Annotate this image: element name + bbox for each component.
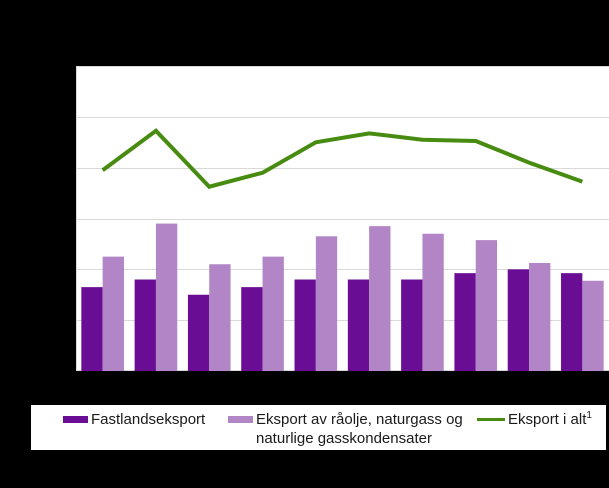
footnote-marker: 1: [586, 410, 592, 421]
plot-area: [76, 66, 609, 371]
legend-item-fastlandseksport: Fastlandseksport: [63, 410, 205, 429]
bar-series1-group3: [209, 264, 231, 371]
legend-label-fastlandseksport: Fastlandseksport: [91, 411, 206, 428]
bar-series0-group9: [507, 269, 530, 371]
bar-series1-group6: [369, 226, 391, 371]
total-line: [101, 128, 584, 189]
legend-label-eksport-i-alt: Eksport i alt1: [508, 410, 592, 429]
legend-swatch-eksport-i-alt-icon: [477, 418, 505, 421]
bar-series1-group7: [422, 233, 444, 371]
bar-series0-group1: [81, 287, 103, 371]
bar-series1-group4: [262, 256, 284, 371]
bar-series1-group1: [102, 256, 124, 371]
legend-swatch-fastlandseksport-icon: [63, 416, 88, 423]
bar-series1-group5: [315, 236, 338, 371]
bar-series0-group7: [401, 279, 423, 371]
bar-series1-group2: [155, 223, 178, 371]
bar-series0-group4: [241, 287, 263, 371]
bar-series0-group5: [294, 279, 316, 371]
bar-series0-group8: [454, 273, 476, 371]
bar-series1-group9: [529, 262, 551, 371]
bar-series1-group8: [475, 240, 498, 371]
bar-series0-group6: [347, 279, 370, 371]
legend-item-eksport-i-alt: Eksport i alt1: [477, 410, 592, 429]
bar-series1-group10: [582, 280, 604, 371]
legend: Fastlandseksport Eksport av råolje, natu…: [31, 405, 606, 450]
legend-item-olje-gass: Eksport av råolje, naturgass og naturlig…: [228, 410, 491, 448]
bar-series0-group10: [561, 273, 583, 371]
bar-series0-group3: [187, 294, 210, 371]
chart-svg: [76, 66, 609, 371]
legend-label-olje-gass: Eksport av råolje, naturgass og naturlig…: [256, 411, 463, 447]
legend-swatch-olje-gass-icon: [228, 416, 253, 423]
bar-series0-group2: [134, 279, 156, 371]
